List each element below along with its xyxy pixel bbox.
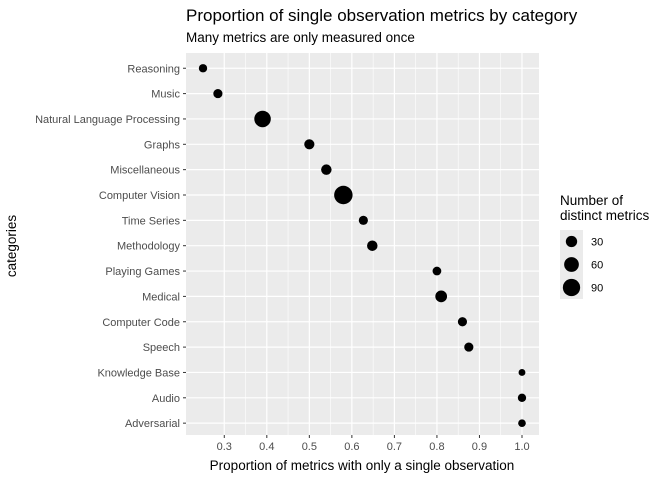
x-tick-label: 0.5 bbox=[302, 441, 317, 453]
data-point bbox=[198, 64, 208, 73]
data-point bbox=[213, 89, 223, 99]
size-legend: Number of distinct metrics 30 60 90 bbox=[560, 193, 650, 299]
legend-title-line1: Number of bbox=[560, 193, 623, 208]
grid-lines bbox=[186, 53, 539, 435]
y-tick-label: Playing Games bbox=[105, 266, 180, 278]
y-axis-title: categories bbox=[4, 215, 19, 278]
legend-key-point bbox=[564, 257, 579, 272]
data-point bbox=[464, 342, 474, 352]
x-tick-label: 0.4 bbox=[259, 441, 274, 453]
y-tick-label: Music bbox=[151, 89, 180, 101]
data-point bbox=[334, 185, 353, 205]
chart-title: Proportion of single observation metrics… bbox=[186, 6, 578, 25]
x-tick-label: 1.0 bbox=[514, 441, 529, 453]
x-tick-label: 0.9 bbox=[472, 441, 487, 453]
y-tick-label: Time Series bbox=[122, 215, 181, 227]
legend-key-point bbox=[565, 235, 578, 248]
x-axis-title: Proportion of metrics with only a single… bbox=[210, 458, 515, 473]
data-point bbox=[518, 419, 526, 427]
legend-label: 30 bbox=[591, 237, 603, 249]
data-point bbox=[457, 317, 468, 327]
data-points bbox=[198, 64, 527, 427]
y-tick-label: Methodology bbox=[117, 241, 180, 253]
y-tick-label: Speech bbox=[143, 342, 180, 354]
y-tick-label: Natural Language Processing bbox=[35, 114, 180, 126]
data-point bbox=[304, 139, 315, 150]
legend-label: 90 bbox=[591, 283, 603, 295]
data-point bbox=[517, 393, 527, 402]
data-point bbox=[518, 369, 526, 376]
legend-label: 60 bbox=[591, 260, 603, 272]
x-tick-label: 0.8 bbox=[429, 441, 444, 453]
y-tick-label: Audio bbox=[152, 393, 180, 405]
data-point bbox=[432, 266, 442, 276]
x-tick-label: 0.3 bbox=[217, 441, 232, 453]
y-tick-label: Graphs bbox=[144, 139, 181, 151]
x-tick-label: 0.6 bbox=[344, 441, 359, 453]
data-point bbox=[435, 290, 448, 303]
y-tick-label: Knowledge Base bbox=[97, 367, 180, 379]
y-tick-label: Miscellaneous bbox=[110, 165, 180, 177]
y-tick-label: Computer Code bbox=[102, 317, 180, 329]
data-point bbox=[254, 110, 271, 128]
plot-panel bbox=[186, 53, 539, 435]
legend-title-line2: distinct metrics bbox=[560, 208, 650, 223]
chart-subtitle: Many metrics are only measured once bbox=[186, 30, 415, 45]
legend-key-point bbox=[562, 278, 581, 297]
data-point bbox=[367, 240, 378, 251]
y-tick-label: Computer Vision bbox=[99, 190, 180, 202]
data-point bbox=[321, 164, 332, 175]
y-tick-label: Medical bbox=[142, 291, 180, 303]
y-tick-label: Reasoning bbox=[127, 63, 180, 75]
y-tick-label: Adversarial bbox=[125, 418, 180, 430]
x-tick-label: 0.7 bbox=[387, 441, 402, 453]
data-point bbox=[358, 215, 368, 225]
axis-ticks: 0.3 0.4 0.5 0.6 0.7 0.8 0.9 1.0 Reasoning Music Na… bbox=[35, 63, 530, 453]
